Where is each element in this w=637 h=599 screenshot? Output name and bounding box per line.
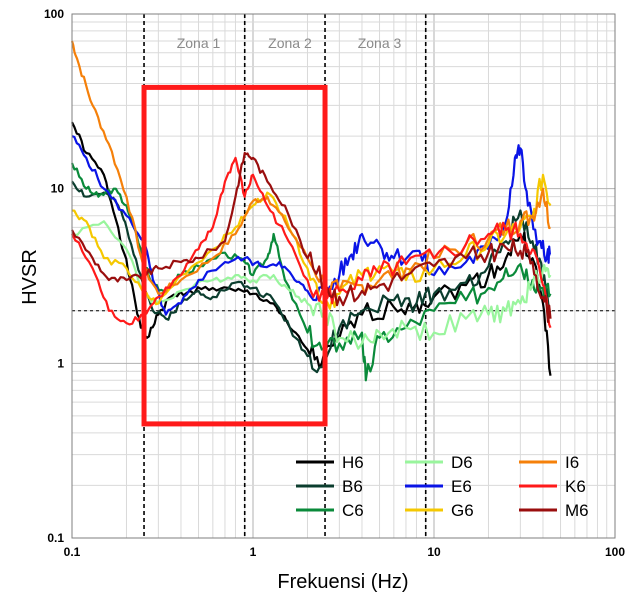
zone-label: Zona 2 [268, 35, 312, 51]
x-tick-label: 10 [427, 545, 441, 559]
legend-label: C6 [342, 501, 364, 520]
y-tick-label: 0.1 [47, 531, 64, 545]
legend-label: K6 [565, 477, 586, 496]
y-tick-label: 10 [51, 182, 65, 196]
zone-label: Zona 1 [177, 35, 221, 51]
legend-label: M6 [565, 501, 589, 520]
legend: H6 B6 C6 D6 E6 G6 I6 K6 M6 [296, 453, 589, 520]
highlight-box-layer [141, 84, 328, 427]
plot-frame [71, 13, 616, 539]
legend-label: D6 [451, 453, 473, 472]
series-line-E6 [71, 135, 552, 316]
x-tick-label: 100 [605, 545, 625, 559]
y-axis-title: HVSR [19, 249, 41, 305]
y-tick-label: 100 [44, 7, 64, 21]
x-axis-title: Frekuensi (Hz) [277, 571, 408, 593]
series-line-C6 [70, 162, 552, 382]
legend-label: H6 [342, 453, 364, 472]
zone-label: Zona 3 [358, 35, 402, 51]
highlight-box [141, 84, 328, 427]
series-line-K6 [71, 156, 552, 329]
legend-label: I6 [565, 453, 579, 472]
legend-label: E6 [451, 477, 472, 496]
x-tick-label: 0.1 [64, 545, 81, 559]
x-tick-label: 1 [250, 545, 257, 559]
series-line-M6 [71, 151, 552, 323]
series-line-B6 [71, 180, 552, 374]
legend-label: B6 [342, 477, 363, 496]
legend-label: G6 [451, 501, 474, 520]
tick-labels: 0.1 1 10 100 0.1 1 10 100 [44, 7, 625, 559]
y-tick-label: 1 [57, 356, 64, 370]
